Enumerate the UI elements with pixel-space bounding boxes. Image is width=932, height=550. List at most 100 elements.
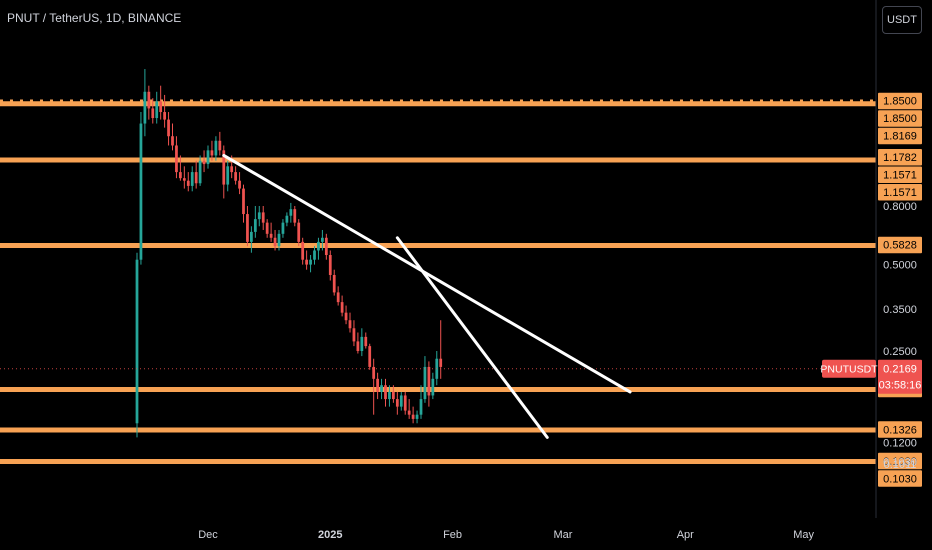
- candle-down: [372, 366, 376, 379]
- candle-down: [234, 172, 237, 181]
- candle-down: [186, 180, 190, 186]
- candle-down: [376, 378, 379, 392]
- candle-up: [289, 209, 293, 216]
- level-price-label: [878, 148, 922, 166]
- price-tick-label: 0.2500: [883, 346, 917, 358]
- time-tick-label: Apr: [677, 529, 694, 541]
- candle-down: [336, 292, 340, 303]
- currency-button[interactable]: USDT: [882, 6, 922, 34]
- candle-up: [214, 140, 218, 156]
- candle-down: [301, 241, 305, 260]
- candle-down: [175, 145, 178, 173]
- symbol-tag-text: PNUTUSDT: [820, 364, 878, 376]
- trendline: [395, 236, 549, 439]
- candle-up: [313, 250, 316, 260]
- candle-down: [182, 178, 186, 181]
- candle-down: [328, 254, 332, 275]
- candle-down: [348, 320, 352, 329]
- candle-up: [135, 259, 139, 424]
- candle-down: [171, 136, 174, 146]
- price-tick-label: 0.8000: [883, 201, 917, 213]
- candle-up: [190, 172, 194, 186]
- trendlines[interactable]: [222, 153, 632, 439]
- candle-down: [411, 414, 415, 419]
- candle-up: [399, 395, 403, 407]
- candle-up: [206, 150, 210, 165]
- level-price-label: [878, 92, 922, 110]
- price-tick-label: 0.1200: [883, 437, 917, 449]
- level-price-text: 0.5828: [883, 240, 917, 252]
- level-price-label: [878, 452, 922, 470]
- candle-down: [297, 222, 301, 242]
- candle-down: [324, 237, 328, 255]
- level-price-text: 1.1571: [883, 187, 917, 199]
- candle-down: [261, 212, 265, 223]
- price-tick-label: 0.5000: [883, 260, 917, 272]
- price-tick-label: 0.1030: [883, 457, 917, 469]
- candle-down: [246, 214, 249, 242]
- candle-down: [238, 180, 241, 189]
- last-price-text: 0.2169: [883, 364, 917, 376]
- candle-down: [210, 150, 214, 156]
- level-price-text: 1.8500: [883, 113, 917, 125]
- candle-down: [269, 233, 273, 238]
- candle-up: [309, 259, 312, 265]
- horizontal-levels[interactable]: [0, 99, 876, 465]
- level-price-text: 1.1782: [883, 152, 917, 164]
- candle-up: [388, 391, 391, 400]
- candle-up: [431, 378, 435, 396]
- candle-down: [356, 341, 360, 351]
- level-price-label: [878, 183, 922, 201]
- candle-down: [293, 209, 297, 223]
- candle-down: [265, 222, 269, 234]
- price-tick-label: 0.3500: [883, 304, 917, 316]
- candle-up: [143, 91, 147, 124]
- candle-down: [202, 160, 206, 165]
- price-tick-label: 0.1011: [884, 459, 917, 471]
- level-price-text: 0.1326: [883, 424, 917, 436]
- level-price-label: [878, 470, 922, 487]
- level-price-label: [878, 166, 922, 183]
- level-price-label: [878, 236, 922, 254]
- level-price-text: 0.1030: [883, 473, 917, 485]
- candle-down: [352, 328, 356, 342]
- price-axis[interactable]: 1.8500 1.8500 1.8169 1.1782 1.1571 1.1571 0.58…: [875, 0, 922, 518]
- candle-down: [344, 312, 348, 321]
- candle-up: [285, 215, 289, 223]
- candle-up: [281, 222, 285, 234]
- candle-down: [147, 91, 151, 109]
- candle-down: [384, 385, 387, 400]
- candle-down: [242, 188, 245, 215]
- candle-up: [253, 219, 257, 232]
- level-price-label: [878, 127, 922, 145]
- level-price-label: [878, 110, 922, 127]
- candle-up: [198, 160, 202, 184]
- level-price-text: 0.1030: [883, 456, 917, 468]
- candle-down: [167, 119, 170, 137]
- symbol-tag: [822, 359, 876, 378]
- candle-down: [340, 302, 344, 313]
- candle-up: [415, 414, 419, 419]
- time-tick-label: Dec: [198, 529, 218, 541]
- candle-down: [273, 237, 277, 247]
- candle-up: [380, 385, 383, 392]
- candle-down: [151, 108, 155, 119]
- candle-down: [395, 399, 399, 407]
- candle-up: [250, 231, 253, 242]
- trendline: [222, 153, 632, 394]
- candle-up: [226, 166, 230, 185]
- candle-up: [419, 399, 423, 415]
- candle-up: [139, 123, 143, 260]
- candle-down: [407, 410, 411, 415]
- candle-down: [364, 336, 368, 347]
- candle-down: [218, 140, 222, 151]
- candle-down: [332, 274, 336, 293]
- symbol-title: PNUT / TetherUS, 1D, BINANCE: [7, 11, 182, 25]
- candle-down: [439, 358, 443, 367]
- level-price-text: 1.8500: [883, 96, 917, 108]
- time-tick-label: Mar: [554, 529, 573, 541]
- candle-down: [403, 395, 407, 411]
- time-axis[interactable]: Dec 2025 Feb Mar Apr May: [198, 529, 814, 541]
- candle-down: [392, 391, 395, 400]
